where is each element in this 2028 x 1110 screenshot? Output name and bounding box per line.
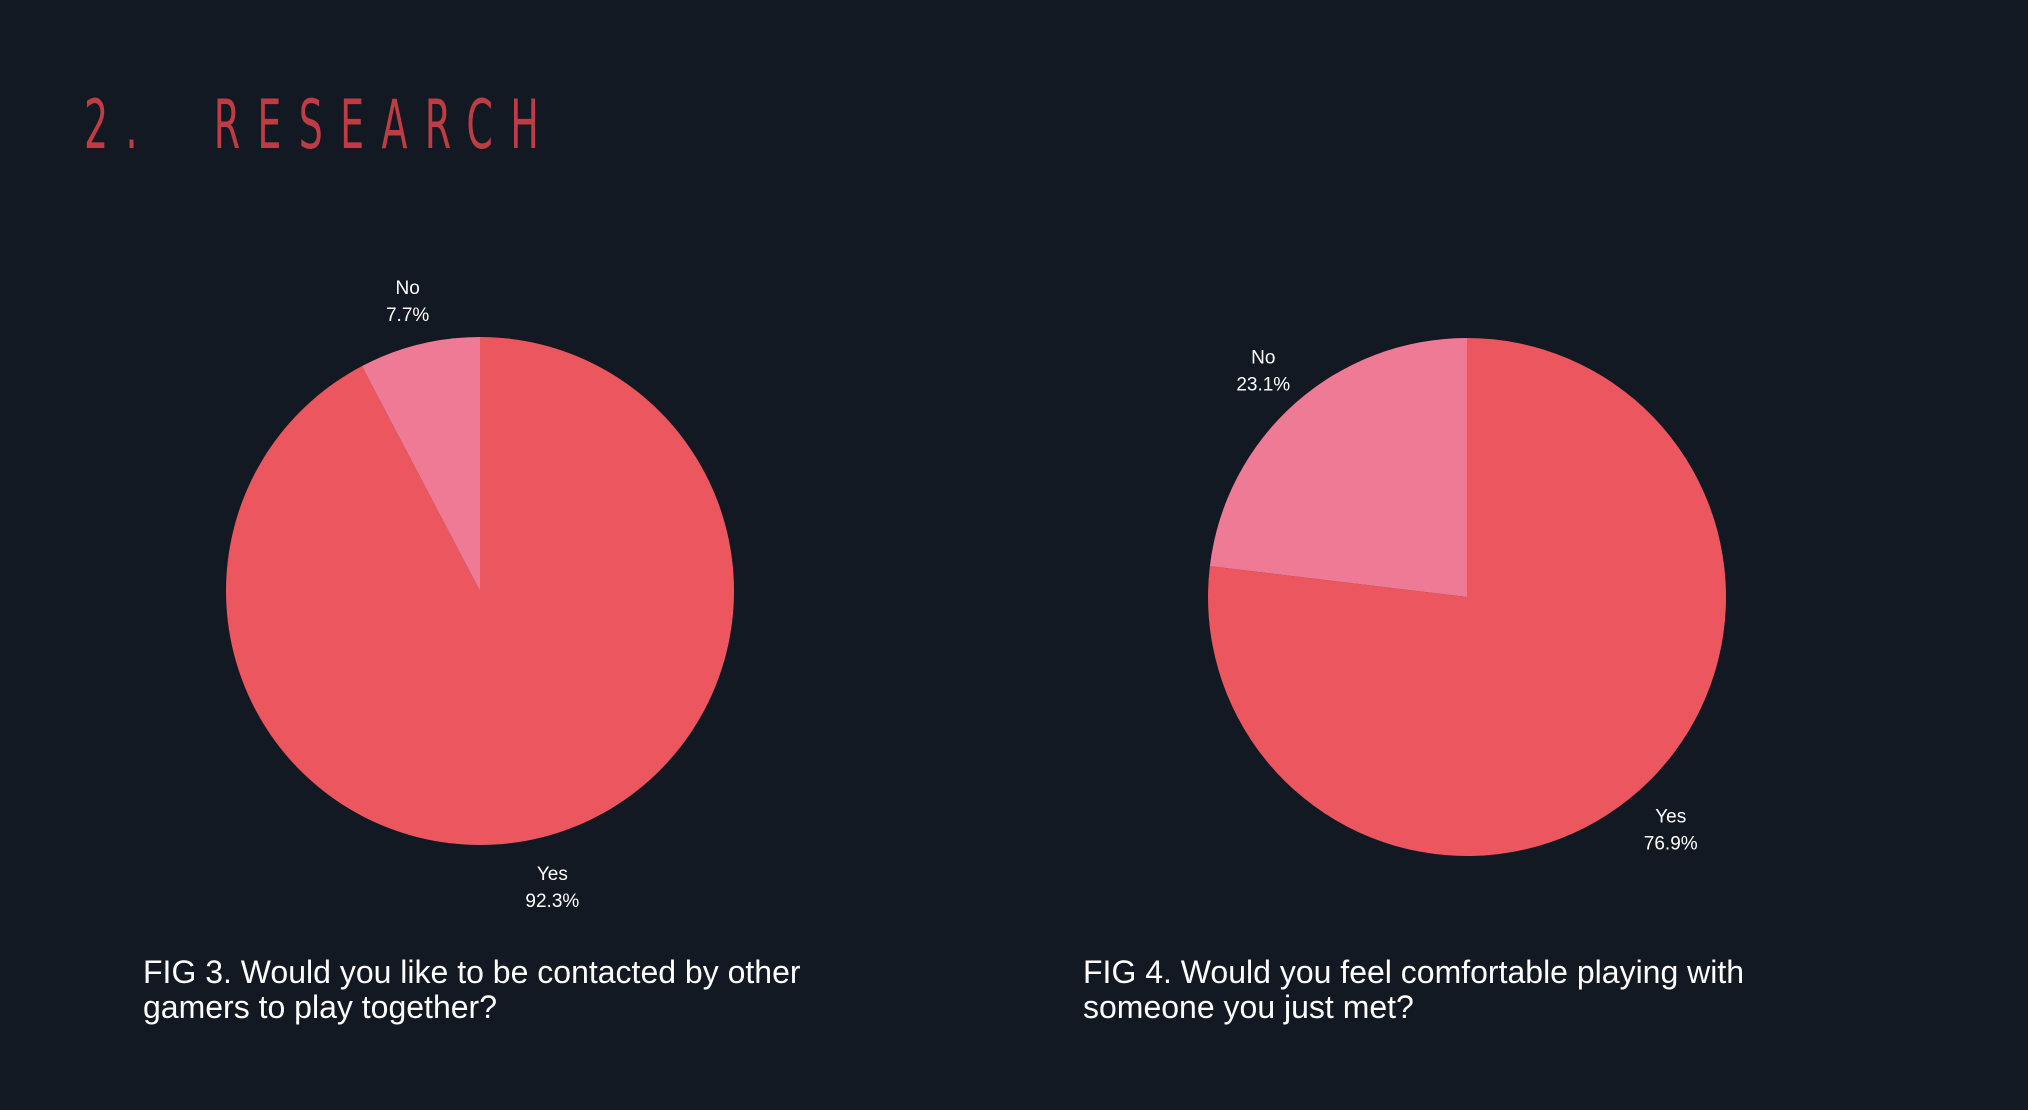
pie-slice-no-fig3 [361,337,480,591]
pie-label-yes-fig4: Yes [1655,807,1686,828]
pie-chart-fig3: Yes 92.3% No 7.7% [225,278,735,912]
figure-caption-fig4: FIG 4. Would you feel comfortable playin… [1083,954,1745,1025]
pie-slice-no-fig4 [1209,338,1467,597]
pie-label-yes-fig3: Yes [537,864,568,885]
page-title: 2. RESEARCH [84,86,557,165]
pie-chart-fig4: Yes 76.9% No 23.1% [1207,338,1726,856]
pie-label-no-fig4: No [1251,347,1275,368]
pie-percent-yes-fig3: 92.3% [525,891,579,912]
pie-percent-no-fig3: 7.7% [386,305,429,326]
pie-percent-yes-fig4: 76.9% [1644,834,1698,855]
pie-label-no-fig3: No [396,278,420,299]
figure-caption-fig3: FIG 3. Would you like to be contacted by… [143,954,801,1025]
pie-percent-no-fig4: 23.1% [1236,374,1290,395]
